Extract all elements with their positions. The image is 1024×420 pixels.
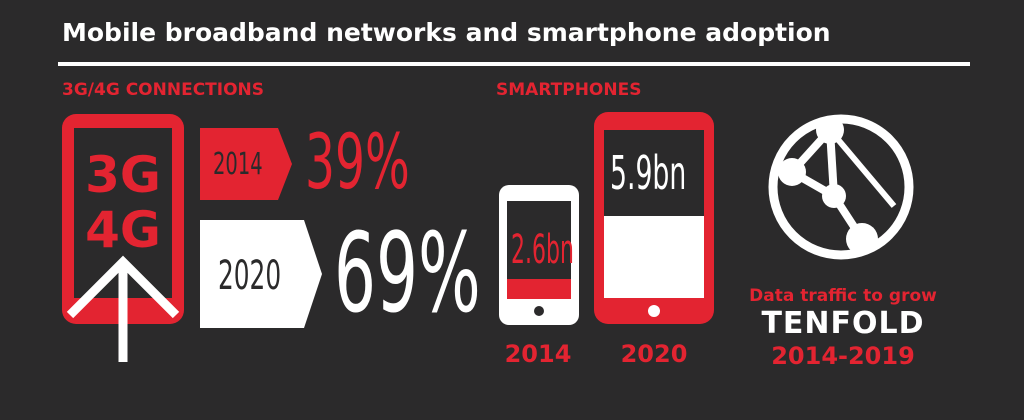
phone-label-4g: 4G [85,201,161,259]
traffic-caption: Data traffic to grow [749,286,937,306]
smartphone-2014-year: 2014 [504,340,572,368]
small-phone-fill [507,279,571,299]
smartphone-2014-value: 2.6bn [511,227,574,273]
phone-label-3g: 3G [85,146,161,204]
connections-2014-value: 39% [305,117,410,206]
traffic-headline: TENFOLD [761,306,925,341]
page-title: Mobile broadband networks and smartphone… [62,18,831,47]
up-arrow-icon [66,255,180,362]
connections-phone-graphic: 3G 4G [62,114,184,362]
globe-network-icon [768,114,914,260]
smartphone-2020-graphic [594,112,714,324]
year-tag-2014 [200,128,292,200]
connections-2020-value: 69% [334,209,481,337]
connections-heading: 3G/4G CONNECTIONS [62,80,265,100]
year-tag-2014-label: 2014 [213,147,263,182]
smartphone-2014-graphic [499,185,579,325]
title-divider [58,62,970,66]
small-phone-button [534,306,544,316]
traffic-years: 2014-2019 [771,342,915,370]
smartphones-heading: SMARTPHONES [496,80,642,100]
smartphone-2020-year: 2020 [620,340,688,368]
year-tag-2020-label: 2020 [218,253,282,299]
large-phone-button [648,305,660,317]
year-tag-2020 [200,220,322,328]
smartphone-2020-value: 5.9bn [610,146,687,200]
large-phone-fill [604,130,704,216]
